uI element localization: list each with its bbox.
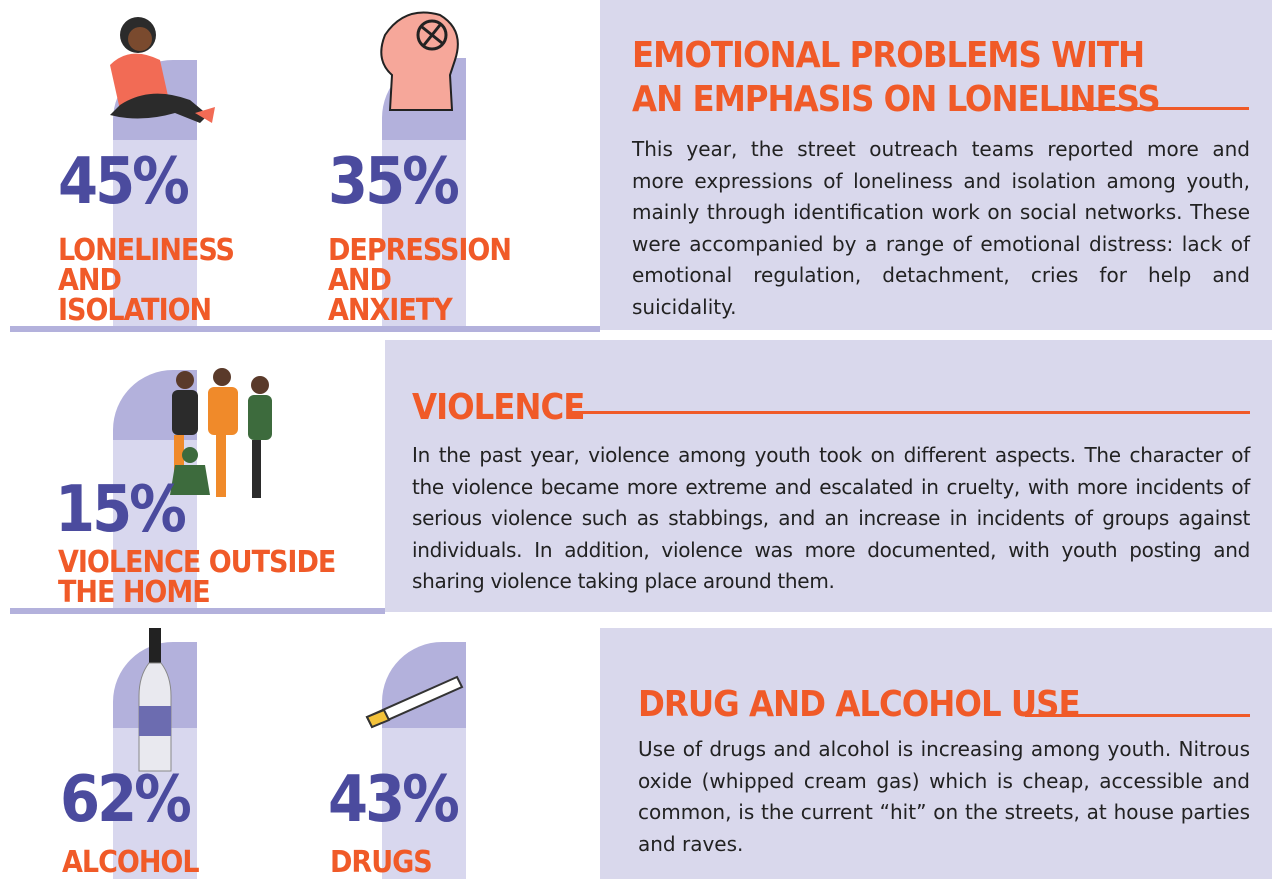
page: {"stats": [ {"value": "45%", "label": "L… (0, 0, 1272, 879)
stat-label: DEPRESSION AND ANXIETY (328, 236, 518, 326)
illustration-head (370, 5, 470, 115)
illustration-lonely (90, 5, 220, 130)
stat-label: VIOLENCE OUTSIDE THE HOME (58, 548, 338, 608)
stat-value: 35% (328, 150, 457, 214)
section-body: Use of drugs and alcohol is increasing a… (638, 734, 1250, 860)
illustration-bottle (135, 626, 175, 776)
section-title: VIOLENCE (412, 386, 584, 430)
section-body: This year, the street outreach teams rep… (632, 134, 1250, 323)
title-rule (570, 411, 1250, 414)
section-title: DRUG AND ALCOHOL USE (638, 683, 1080, 727)
stat-label: DRUGS (330, 848, 432, 878)
stat-value: 15% (55, 478, 184, 542)
section-body: In the past year, violence among youth t… (412, 440, 1250, 598)
stat-label: LONELINESS AND ISOLATION (58, 236, 243, 326)
title-rule (1045, 107, 1249, 110)
stat-value: 62% (60, 768, 189, 832)
title-rule (1025, 714, 1250, 717)
stat-label: ALCOHOL (62, 848, 199, 878)
stat-value: 43% (328, 768, 457, 832)
illustration-joint (362, 672, 472, 732)
stat-value: 45% (58, 150, 187, 214)
